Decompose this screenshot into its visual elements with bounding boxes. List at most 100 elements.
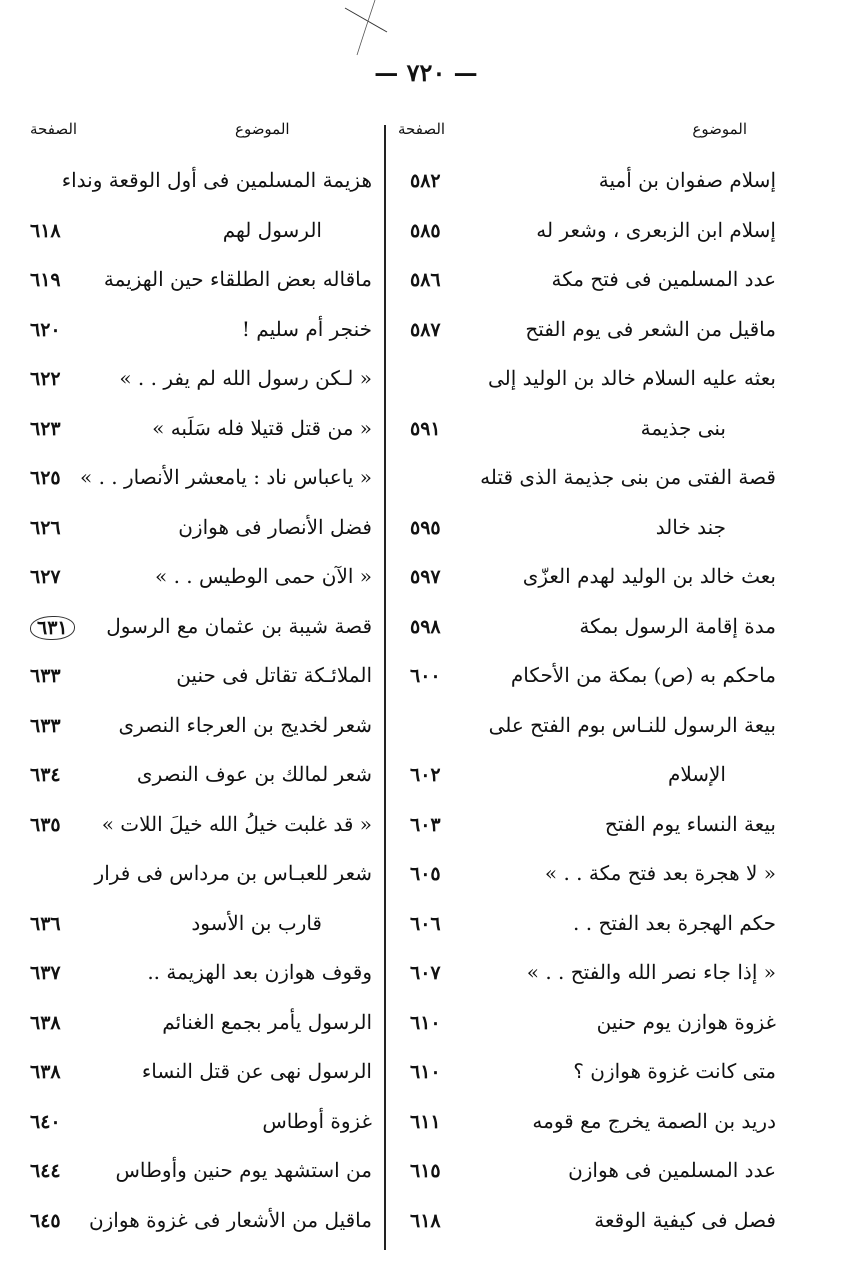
- index-entry: وقوف هوازن بعد الهزيمة .. ٦٣٧: [22, 952, 372, 1002]
- entry-page-number: ٦٣٣: [30, 714, 61, 737]
- entry-page-number: ٥٨٢: [410, 170, 441, 192]
- index-entry: غزوة هوازن يوم حنين ٦١٠: [398, 1002, 776, 1052]
- index-entry: إسلام ابن الزبعرى ، وشعر له ٥٨٥: [398, 210, 776, 260]
- entry-topic: « لـكن رسول الله لم يفر . . »: [119, 366, 372, 390]
- entry-page-number: ٦١٠: [410, 1011, 441, 1034]
- index-entry: بيعة الرسول للنـاس بوم الفتح على: [398, 705, 776, 755]
- entry-page-number: ٦١٠: [410, 1061, 441, 1083]
- entry-topic: من استشهد يوم حنين وأوطاس: [115, 1158, 372, 1182]
- entry-page-number: ٦٣٣: [30, 665, 61, 687]
- entry-page-number: ٥٩١: [410, 417, 441, 440]
- index-entry: إسلام صفوان بن أمية ٥٨٢: [398, 160, 776, 210]
- entry-topic: « إذا جاء نصر الله والفتح . . »: [526, 960, 776, 984]
- index-entry: الرسول لهم ٦١٨: [22, 210, 372, 260]
- entry-topic: الرسول لهم: [222, 217, 322, 242]
- entry-topic: بعثه عليه السلام خالد بن الوليد إلى: [487, 366, 776, 390]
- entry-page-number: ٦٢٠: [30, 318, 61, 341]
- entry-page-number: ٦٣٧: [30, 962, 61, 984]
- entry-topic: جند خالد: [655, 514, 726, 539]
- header-page-left: الصفحة: [30, 120, 78, 138]
- index-entry: « لـكن رسول الله لم يفر . . » ٦٢٢: [22, 358, 372, 408]
- header-page-right: الصفحة: [398, 120, 446, 138]
- index-entry: « لا هجرة بعد فتح مكة . . » ٦٠٥: [398, 853, 776, 903]
- entry-page-number: ٥٨٧: [410, 318, 441, 341]
- entry-page-number: ٦٤٠: [30, 1110, 61, 1133]
- entry-page-number: ٦٣٨: [30, 1061, 61, 1083]
- entry-topic: شعر لمالك بن عوف النصرى: [136, 762, 372, 786]
- entry-topic: عدد المسلمين فى هوازن: [568, 1158, 776, 1182]
- entry-topic: بنى جذيمة: [640, 415, 726, 440]
- entry-topic: قارب بن الأسود: [191, 910, 322, 935]
- entry-topic: عدد المسلمين فى فتح مكة: [551, 267, 776, 291]
- entry-page-number: ٦٠٠: [410, 665, 441, 687]
- index-entry: الرسول يأمر بجمع الغنائم ٦٣٨: [22, 1002, 372, 1052]
- entry-topic: « ياعباس ناد : يامعشر الأنصار . . »: [79, 465, 372, 489]
- entry-page-number: ٥٩٧: [410, 566, 441, 588]
- index-entry: « الآن حمى الوطيس . . » ٦٢٧: [22, 556, 372, 606]
- index-entry: « ياعباس ناد : يامعشر الأنصار . . » ٦٢٥: [22, 457, 372, 507]
- entry-page-number: ٥٩٨: [410, 615, 441, 638]
- entry-page-number: ٦٠٥: [410, 863, 441, 885]
- index-entry: الملائـكة تقاتل فى حنين ٦٣٣: [22, 655, 372, 705]
- index-entry: ماقاله بعض الطلقاء حين الهزيمة ٦١٩: [22, 259, 372, 309]
- entry-topic: بعث خالد بن الوليد لهدم العزّى: [522, 564, 776, 588]
- column-divider: [384, 125, 386, 1250]
- entry-page-number: ٦١٥: [410, 1160, 441, 1182]
- index-entry: ماقيل من الشعر فى يوم الفتح ٥٨٧: [398, 309, 776, 359]
- entry-page-number: ٦٤٥: [30, 1209, 61, 1232]
- entry-topic: إسلام صفوان بن أمية: [598, 168, 776, 192]
- index-entry: بعث خالد بن الوليد لهدم العزّى ٥٩٧: [398, 556, 776, 606]
- entry-page-number: ٦٣١: [30, 615, 75, 640]
- entry-topic: متى كانت غزوة هوازن ؟: [573, 1059, 776, 1083]
- entry-topic: غزوة أوطاس: [262, 1108, 372, 1133]
- entry-topic: فضل الأنصار فى هوازن: [178, 514, 372, 539]
- index-entry: دريد بن الصمة يخرج مع قومه ٦١١: [398, 1101, 776, 1151]
- entry-page-number: ٦١١: [410, 1110, 441, 1133]
- index-entry: عدد المسلمين فى هوازن ٦١٥: [398, 1150, 776, 1200]
- index-entry: « من قتل قتيلا فله سَلَبه » ٦٢٣: [22, 408, 372, 458]
- entry-topic: ماقاله بعض الطلقاء حين الهزيمة: [103, 267, 372, 291]
- index-entry: « إذا جاء نصر الله والفتح . . » ٦٠٧: [398, 952, 776, 1002]
- entry-topic: الإسلام: [667, 762, 726, 786]
- entry-topic: الرسول يأمر بجمع الغنائم: [162, 1009, 372, 1034]
- index-entry: الرسول نهى عن قتل النساء ٦٣٨: [22, 1051, 372, 1101]
- index-entry: بنى جذيمة ٥٩١: [398, 408, 776, 458]
- index-entry: غزوة أوطاس ٦٤٠: [22, 1101, 372, 1151]
- index-entry: خنجر أم سليم ! ٦٢٠: [22, 309, 372, 359]
- entry-topic: دريد بن الصمة يخرج مع قومه: [532, 1108, 776, 1133]
- entry-topic: ماقيل من الأشعار فى غزوة هوازن: [88, 1207, 372, 1232]
- entry-topic: ماقيل من الشعر فى يوم الفتح: [525, 316, 776, 341]
- entry-topic: بيعة النساء يوم الفتح: [604, 811, 776, 836]
- index-entry: ماحكم به (ص) بمكة من الأحكام ٦٠٠: [398, 655, 776, 705]
- index-entry: الإسلام ٦٠٢: [398, 754, 776, 804]
- entry-page-number: ٦٠٣: [410, 813, 441, 836]
- entry-page-number: ٦٠٢: [410, 764, 441, 786]
- entry-page-number: ٦٢٢: [30, 368, 61, 390]
- index-entry: مدة إقامة الرسول بمكة ٥٩٨: [398, 606, 776, 656]
- header-topic-left: الموضوع: [235, 120, 290, 138]
- index-entry: ماقيل من الأشعار فى غزوة هوازن ٦٤٥: [22, 1200, 372, 1250]
- index-entry: شعر لمالك بن عوف النصرى ٦٣٤: [22, 754, 372, 804]
- entry-topic: « لا هجرة بعد فتح مكة . . »: [544, 861, 776, 885]
- entry-topic: الرسول نهى عن قتل النساء: [141, 1059, 372, 1083]
- entry-page-number: ٦٢٦: [30, 516, 61, 539]
- entry-page-number: ٦٠٦: [410, 912, 441, 935]
- index-entry: شعر للعبـاس بن مرداس فى فرار: [22, 853, 372, 903]
- entry-page-number: ٥٨٥: [410, 219, 441, 242]
- index-entry: حكم الهجرة بعد الفتح . . ٦٠٦: [398, 903, 776, 953]
- index-column-left: هزيمة المسلمين فى أول الوقعة ونداء الرسول…: [22, 160, 372, 1249]
- entry-page-number: ٦٢٥: [30, 467, 61, 489]
- entry-page-number: ٦١٨: [410, 1209, 441, 1232]
- pen-mark-icon: [344, 0, 388, 56]
- entry-page-number: ٦١٩: [30, 269, 61, 291]
- entry-page-number: ٦٢٣: [30, 417, 61, 440]
- entry-page-number: ٦٢٧: [30, 566, 61, 588]
- entry-topic: « من قتل قتيلا فله سَلَبه »: [152, 415, 372, 440]
- index-entry: جند خالد ٥٩٥: [398, 507, 776, 557]
- header-topic-right: الموضوع: [692, 120, 747, 138]
- entry-page-number: ٦٤٤: [30, 1160, 61, 1182]
- entry-topic: شعر للعبـاس بن مرداس فى فرار: [94, 861, 372, 885]
- index-entry: متى كانت غزوة هوازن ؟ ٦١٠: [398, 1051, 776, 1101]
- entry-page-number: ٦٠٧: [410, 962, 441, 984]
- entry-page-number: ٦٣٤: [30, 764, 61, 786]
